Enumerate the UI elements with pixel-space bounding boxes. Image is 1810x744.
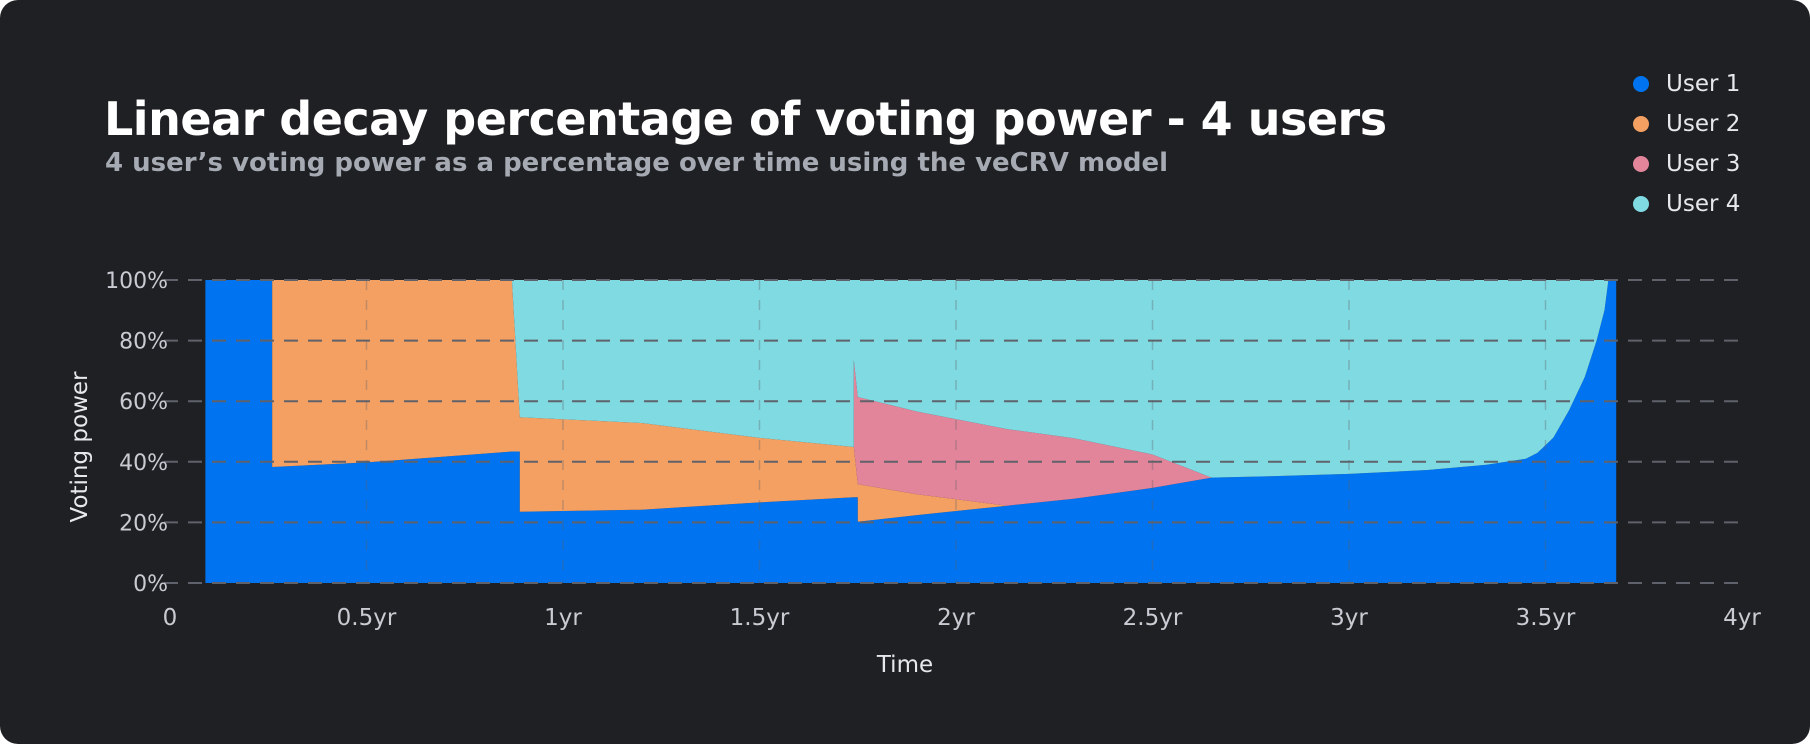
x-tick-label: 4yr — [1723, 605, 1761, 631]
x-tick-labels: 0 0.5yr 1yr 1.5yr 2yr 2.5yr 3yr 3.5yr 4yr — [163, 605, 1762, 631]
area-series-4 — [205, 280, 1617, 478]
area-layer — [205, 280, 1617, 583]
x-tick-label: 1yr — [544, 605, 582, 631]
x-tick-label: 2yr — [937, 605, 975, 631]
legend-swatch — [1633, 196, 1649, 212]
x-axis-label: Time — [876, 652, 933, 678]
legend-label: User 2 — [1666, 111, 1741, 137]
x-tick-label: 1.5yr — [730, 605, 790, 631]
x-tick-label: 2.5yr — [1123, 605, 1183, 631]
legend-label: User 1 — [1666, 71, 1741, 97]
legend-item-user-1[interactable]: User 1 — [1633, 64, 1740, 104]
legend-item-user-3[interactable]: User 3 — [1633, 144, 1740, 184]
y-tick-label: 60% — [119, 390, 168, 415]
legend-label: User 3 — [1666, 151, 1741, 177]
legend-item-user-2[interactable]: User 2 — [1633, 104, 1740, 144]
legend-item-user-4[interactable]: User 4 — [1633, 184, 1740, 224]
legend-label: User 4 — [1666, 191, 1741, 217]
y-tick-label: 20% — [119, 511, 168, 536]
y-tick-label: 100% — [105, 269, 168, 294]
y-tick-label: 80% — [119, 330, 168, 355]
y-tick-label: 40% — [119, 451, 168, 476]
area-series-3 — [205, 280, 1617, 506]
chart-title: Linear decay percentage of voting power … — [104, 92, 1387, 146]
y-axis-label: Voting power — [67, 371, 93, 523]
x-tick-label: 3.5yr — [1516, 605, 1576, 631]
legend: User 1 User 2 User 3 User 4 — [1633, 64, 1740, 224]
x-tick-label: 0 — [163, 605, 178, 631]
x-tick-label: 0.5yr — [337, 605, 397, 631]
legend-swatch — [1633, 156, 1649, 172]
area-series-1 — [205, 280, 1617, 583]
y-tick-labels: 0% 20% 40% 60% 80% 100% — [105, 269, 168, 597]
x-tick-label: 3yr — [1330, 605, 1368, 631]
legend-swatch — [1633, 76, 1649, 92]
legend-swatch — [1633, 116, 1649, 132]
chart-subtitle: 4 user’s voting power as a percentage ov… — [105, 148, 1169, 178]
y-tick-label: 0% — [133, 572, 168, 597]
